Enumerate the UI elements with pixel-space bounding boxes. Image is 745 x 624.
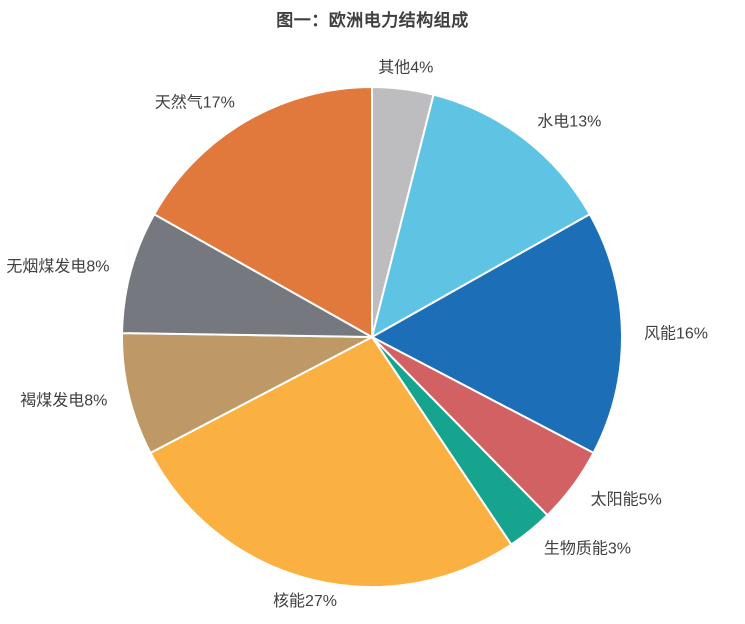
slice-label-3: 太阳能5%: [591, 491, 662, 509]
slice-label-0: 其他4%: [378, 59, 433, 77]
slice-label-2: 风能16%: [644, 324, 708, 342]
pie-slice-6: [121, 332, 373, 454]
pie-slice-7: [121, 213, 373, 338]
pie-slice-8: [153, 86, 373, 338]
slice-label-4: 生物质能3%: [544, 539, 631, 557]
chart-title: 图一：欧洲电力结构组成: [276, 11, 469, 30]
slice-label-1: 水电13%: [537, 113, 601, 131]
slice-label-5: 核能27%: [273, 592, 337, 610]
slice-label-8: 天然气17%: [155, 94, 235, 112]
pie-slice-2: [371, 213, 623, 454]
pie-slice-1: [371, 93, 591, 338]
pie-slice-5: [149, 336, 513, 588]
slice-label-7: 无烟煤发电8%: [6, 258, 109, 276]
slice-label-6: 褐煤发电8%: [20, 392, 107, 410]
